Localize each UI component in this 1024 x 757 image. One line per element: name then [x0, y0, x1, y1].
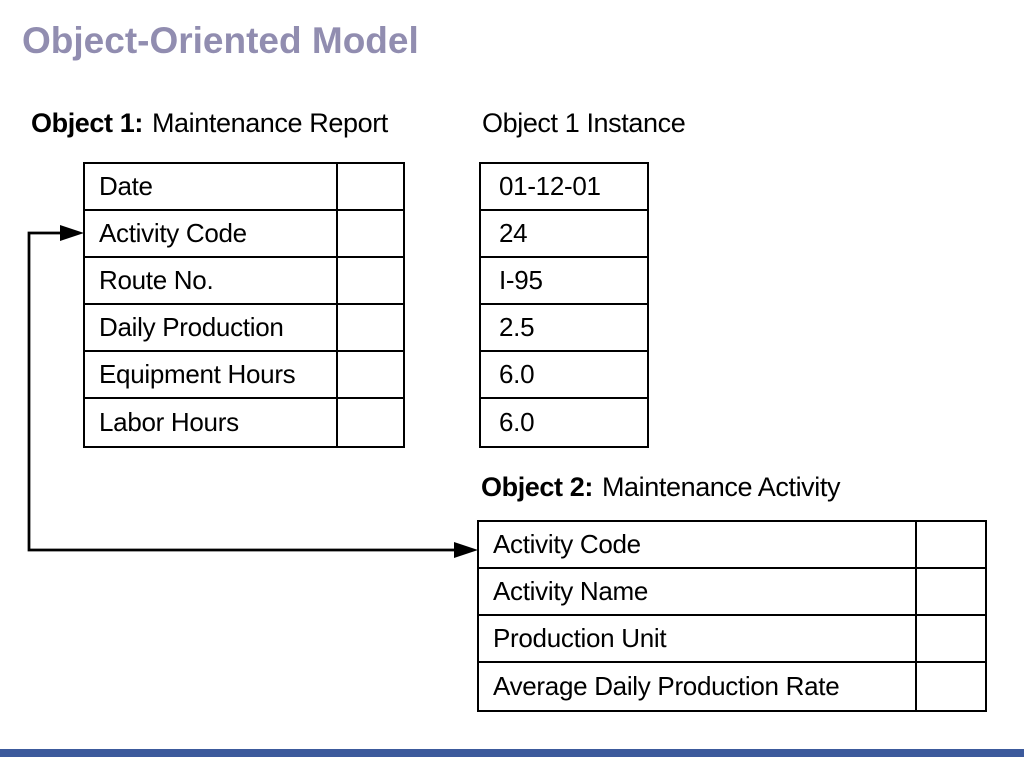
object1-heading-rest: Maintenance Report: [151, 108, 388, 138]
object2-heading-rest: Maintenance Activity: [601, 472, 841, 502]
footer-bar: [0, 749, 1024, 757]
empty-value-cell: [917, 663, 985, 710]
table-row: Activity Name: [479, 569, 985, 616]
field-label-cell: Date: [85, 164, 338, 209]
field-label-cell: Route No.: [85, 258, 338, 303]
empty-value-cell: [917, 569, 985, 614]
empty-value-cell: [338, 352, 403, 397]
object1-heading-bold: Object 1:: [31, 108, 143, 138]
table-row: Activity Code: [479, 522, 985, 569]
table-row: Production Unit: [479, 616, 985, 663]
table-row: Activity Code: [85, 211, 403, 258]
instance-value-cell: 2.5: [499, 312, 535, 342]
table-row: 24: [481, 211, 647, 258]
table-row: I-95: [481, 258, 647, 305]
object2-heading-bold: Object 2:: [481, 472, 593, 502]
instance-value-cell: 6.0: [499, 407, 535, 437]
table-row: Date: [85, 164, 403, 211]
field-label-cell: Average Daily Production Rate: [479, 663, 917, 710]
page-title: Object-Oriented Model: [22, 20, 419, 61]
field-label-cell: Equipment Hours: [85, 352, 338, 397]
object1-table: Date Activity Code Route No. Daily Produ…: [83, 162, 405, 448]
table-row: 6.0: [481, 352, 647, 399]
empty-value-cell: [917, 616, 985, 661]
object2-heading: Object 2: Maintenance Activity: [481, 472, 840, 503]
empty-value-cell: [338, 305, 403, 350]
empty-value-cell: [338, 164, 403, 209]
instance-value-cell: 01-12-01: [499, 171, 601, 201]
field-label-cell: Daily Production: [85, 305, 338, 350]
table-row: Average Daily Production Rate: [479, 663, 985, 710]
field-label-cell: Activity Code: [85, 211, 338, 256]
table-row: Daily Production: [85, 305, 403, 352]
instance-value-cell: I-95: [499, 265, 543, 295]
object1-heading: Object 1: Maintenance Report: [31, 108, 388, 139]
table-row: 01-12-01: [481, 164, 647, 211]
object2-table: Activity Code Activity Name Production U…: [477, 520, 987, 712]
empty-value-cell: [338, 258, 403, 303]
field-label-cell: Labor Hours: [85, 399, 338, 446]
table-row: Equipment Hours: [85, 352, 403, 399]
table-row: 2.5: [481, 305, 647, 352]
field-label-cell: Activity Code: [479, 522, 917, 567]
field-label-cell: Activity Name: [479, 569, 917, 614]
table-row: Labor Hours: [85, 399, 403, 446]
empty-value-cell: [338, 399, 403, 446]
arrowhead-object2: [454, 542, 478, 558]
instance-heading: Object 1 Instance: [482, 108, 686, 138]
instance-table: 01-12-01 24 I-95 2.5 6.0 6.0: [479, 162, 649, 448]
table-row: Route No.: [85, 258, 403, 305]
instance-value-cell: 24: [499, 218, 528, 248]
empty-value-cell: [917, 522, 985, 567]
instance-value-cell: 6.0: [499, 359, 535, 389]
arrowhead-object1: [60, 225, 84, 241]
field-label-cell: Production Unit: [479, 616, 917, 661]
table-row: 6.0: [481, 399, 647, 446]
empty-value-cell: [338, 211, 403, 256]
